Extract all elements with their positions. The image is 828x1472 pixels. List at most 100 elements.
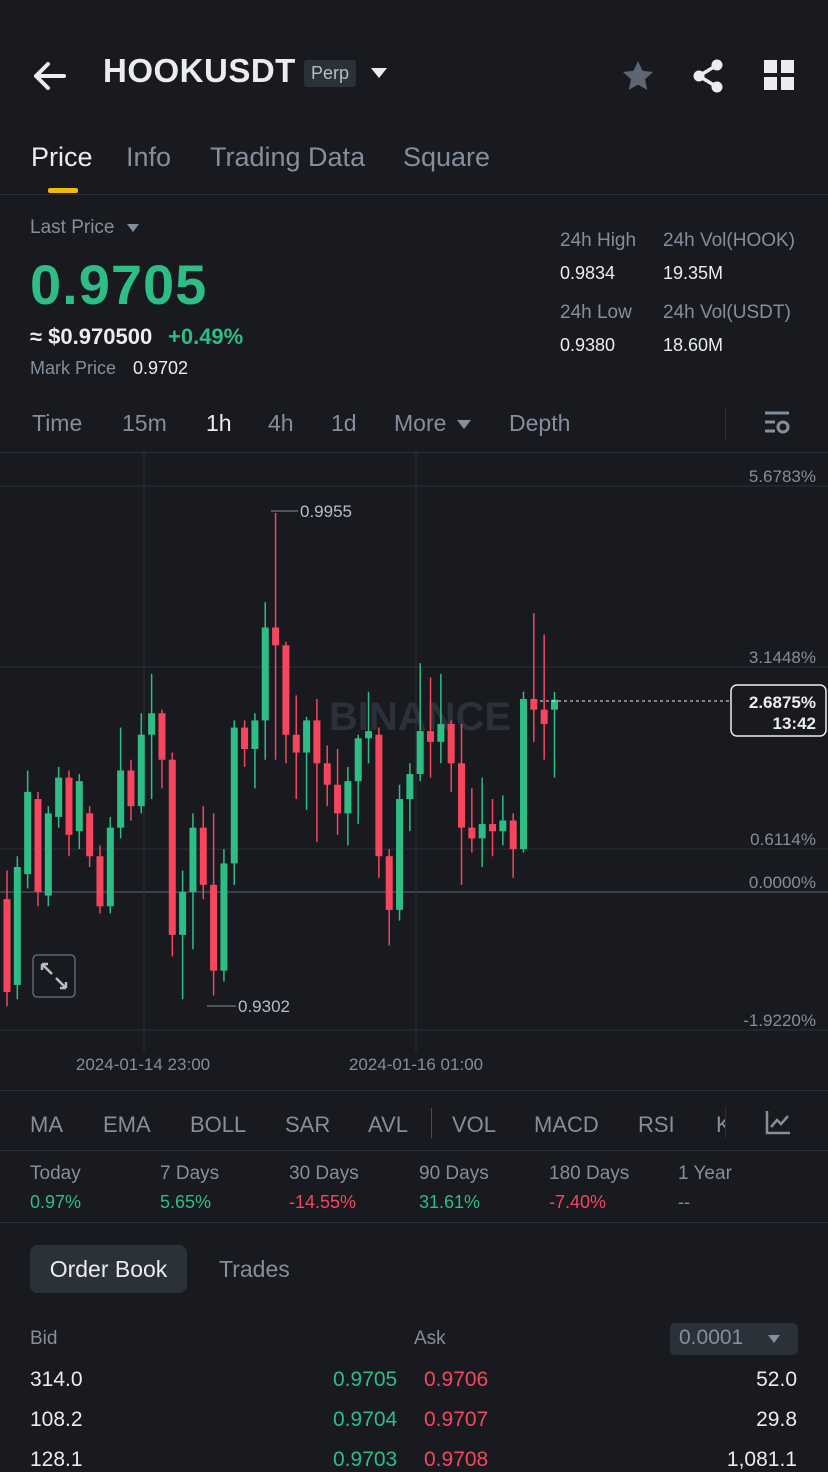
fullscreen-icon[interactable]	[32, 954, 76, 998]
tab-order-book[interactable]: Order Book	[30, 1245, 187, 1293]
candle-body	[416, 731, 424, 775]
ask-qty: 1,081.1	[726, 1448, 797, 1471]
vol-hook-label: 24h Vol(HOOK)	[663, 230, 795, 251]
indicator-right-separator	[725, 1106, 726, 1138]
bid-price[interactable]: 0.9703	[333, 1448, 398, 1471]
chart-settings-icon[interactable]	[762, 408, 792, 438]
y-axis-label: -1.9220%	[743, 1011, 816, 1030]
y-axis-label: 3.1448%	[749, 648, 816, 667]
candle-body	[396, 799, 404, 910]
vol-hook-value: 19.35M	[663, 263, 724, 283]
indicator-avl[interactable]: AVL	[368, 1112, 408, 1137]
candle-body	[261, 627, 269, 721]
ask-price[interactable]: 0.9708	[424, 1448, 489, 1471]
candle-body	[137, 734, 145, 807]
period-value: -14.55%	[289, 1192, 357, 1212]
indicator-boll[interactable]: BOLL	[190, 1112, 247, 1137]
symbol-title[interactable]: HOOKUSDT	[103, 52, 296, 89]
candle-body	[520, 698, 527, 850]
vol-usdt-label: 24h Vol(USDT)	[663, 302, 791, 323]
indicator-ma[interactable]: MA	[30, 1112, 63, 1137]
candle-body	[75, 781, 83, 832]
interval-time[interactable]: Time	[32, 410, 83, 436]
indicator-rsi[interactable]: RSI	[638, 1112, 675, 1137]
candle-body	[189, 827, 197, 892]
bid-qty: 314.0	[30, 1368, 83, 1391]
candle-body	[323, 763, 331, 785]
high-value: 0.9834	[560, 263, 616, 283]
tab-price[interactable]: Price	[31, 142, 93, 172]
low-value: 0.9380	[560, 335, 616, 355]
indicator-ema[interactable]: EMA	[103, 1112, 151, 1137]
period-value: -7.40%	[549, 1192, 607, 1212]
candle-body	[550, 699, 558, 710]
period-divider	[0, 1222, 828, 1223]
share-icon[interactable]	[690, 58, 726, 94]
grid-menu-icon[interactable]	[762, 58, 796, 92]
more-dropdown-icon[interactable]	[456, 419, 472, 430]
top-bar: HOOKUSDT Perp	[0, 0, 828, 150]
candle-body	[354, 738, 362, 782]
candle-body	[292, 734, 300, 753]
candle-body	[509, 820, 517, 850]
candle-body	[385, 856, 393, 910]
chart-grid	[0, 452, 828, 1052]
y-axis-label: 0.0000%	[749, 873, 816, 892]
bid-price[interactable]: 0.9704	[333, 1408, 398, 1431]
tab-square[interactable]: Square	[403, 142, 491, 172]
ask-price[interactable]: 0.9707	[424, 1408, 489, 1431]
x-axis-label: 2024-01-16 01:00	[349, 1055, 483, 1074]
interval-depth[interactable]: Depth	[509, 410, 571, 436]
indicator-vol[interactable]: VOL	[452, 1112, 497, 1137]
candle-body	[334, 784, 342, 814]
usd-price: ≈ $0.970500	[30, 324, 153, 349]
candle-body	[96, 856, 104, 907]
candle-body	[168, 759, 176, 935]
candle-body	[86, 813, 94, 857]
active-tab-indicator	[48, 188, 78, 193]
bid-header: Bid	[30, 1328, 58, 1349]
mark-price-label: Mark Price	[30, 358, 117, 378]
interval-1d[interactable]: 1d	[331, 410, 357, 436]
price-change-percent: +0.49%	[168, 324, 244, 349]
current-change-label: 2.6875%	[749, 693, 816, 712]
candle-body	[241, 727, 249, 749]
candle-body	[365, 731, 373, 739]
candle-body	[230, 727, 238, 864]
candle-body	[437, 723, 445, 742]
period-label: 30 Days	[289, 1163, 359, 1184]
tabs-divider	[0, 194, 828, 195]
candle-body	[540, 709, 548, 724]
tab-trading-data[interactable]: Trading Data	[210, 142, 366, 172]
tab-trades[interactable]: Trades	[219, 1256, 290, 1282]
indicator-macd[interactable]: MACD	[534, 1112, 599, 1137]
last-price-dropdown-icon[interactable]	[126, 223, 140, 233]
period-label: 7 Days	[160, 1163, 220, 1184]
symbol-dropdown-icon[interactable]	[370, 66, 388, 80]
min-price-label: 0.9302	[238, 997, 290, 1016]
indicator-k-partial[interactable]: K	[716, 1112, 726, 1137]
candlestick-chart[interactable]: BINANCE 5.6783% 3.1448% 0.6114% 0.0000% …	[0, 452, 828, 1092]
last-price-label[interactable]: Last Price	[30, 217, 115, 238]
candle-body	[158, 713, 166, 760]
bid-price[interactable]: 0.9705	[333, 1368, 398, 1391]
interval-4h[interactable]: 4h	[268, 410, 294, 436]
interval-15m[interactable]: 15m	[122, 410, 167, 436]
favorite-star-icon[interactable]	[620, 58, 656, 94]
candle-body	[127, 770, 135, 807]
precision-dropdown-icon[interactable]	[767, 1334, 781, 1344]
candle-body	[179, 892, 187, 935]
candle-body	[272, 627, 280, 646]
candle-body	[303, 720, 311, 753]
candle-body	[117, 770, 125, 828]
back-arrow-icon[interactable]	[30, 56, 70, 96]
interval-1h[interactable]: 1h	[206, 410, 232, 436]
ask-price[interactable]: 0.9706	[424, 1368, 489, 1391]
indicator-settings-icon[interactable]	[764, 1108, 792, 1136]
indicator-sar[interactable]: SAR	[285, 1112, 331, 1137]
precision-value[interactable]: 0.0001	[679, 1326, 744, 1349]
tab-info[interactable]: Info	[126, 142, 172, 172]
candle-body	[344, 781, 352, 814]
interval-more[interactable]: More	[394, 410, 447, 436]
low-label: 24h Low	[560, 302, 632, 323]
